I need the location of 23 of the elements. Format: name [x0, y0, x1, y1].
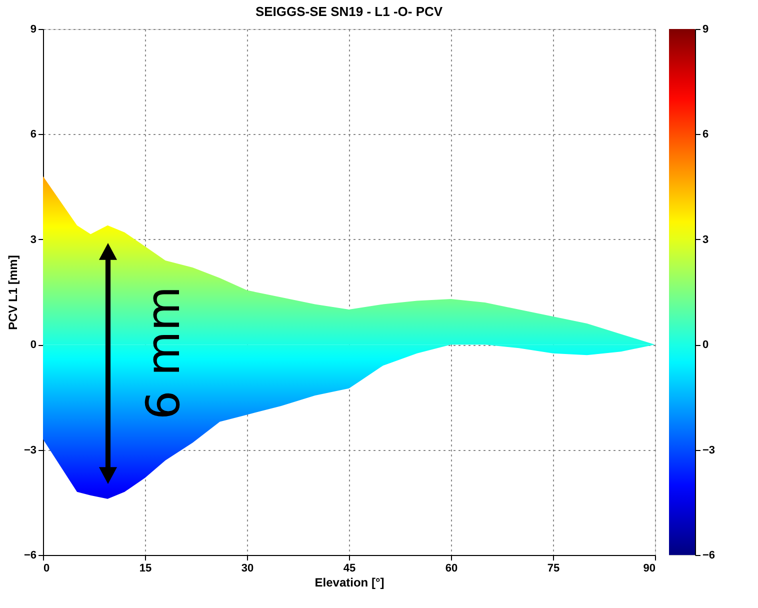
color-bar-label: −3 — [702, 444, 716, 456]
y-tick-label: 6 — [30, 128, 36, 141]
x-tick-label: 75 — [547, 562, 560, 574]
color-bar-label: 0 — [702, 339, 709, 352]
chart-title: SEIGGS-SE SN19 - L1 -O- PCV — [255, 4, 443, 19]
color-bar-label: 3 — [702, 234, 709, 246]
color-bar-label: −6 — [702, 550, 716, 562]
y-tick-label: 3 — [30, 234, 36, 246]
y-tick-label: −3 — [24, 444, 36, 456]
y-tick-label: 0 — [30, 339, 36, 352]
x-axis-title: Elevation [°] — [314, 576, 384, 590]
color-bar-label: 9 — [702, 24, 709, 36]
x-tick-label: 60 — [445, 562, 458, 574]
x-tick-label: 45 — [343, 562, 356, 574]
x-tick-label: 0 — [44, 562, 50, 574]
x-tick-label: 30 — [241, 562, 254, 574]
x-tick-label: 90 — [643, 562, 656, 574]
x-tick-label: 15 — [139, 562, 152, 574]
y-axis-title: PCV L1 [mm] — [6, 255, 20, 330]
color-bar-label: 6 — [702, 128, 709, 141]
y-tick-label: −6 — [24, 550, 36, 562]
y-tick-label: 9 — [30, 24, 36, 36]
annotation: 6 mm — [136, 286, 190, 420]
